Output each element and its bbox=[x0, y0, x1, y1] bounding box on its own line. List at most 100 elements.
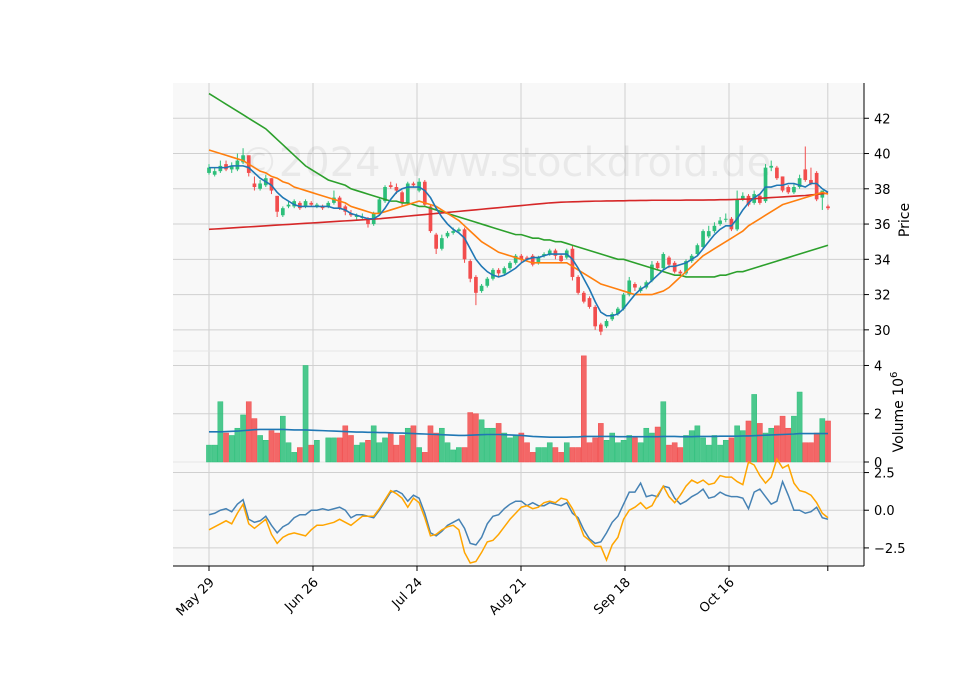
candle-body bbox=[468, 261, 473, 279]
volume-bar bbox=[694, 425, 701, 463]
candle-body bbox=[559, 255, 563, 262]
volume-bar bbox=[280, 415, 286, 463]
candle-body bbox=[235, 160, 240, 170]
volume-bar bbox=[359, 442, 366, 463]
volume-bar bbox=[626, 435, 633, 463]
candle-body bbox=[718, 220, 722, 225]
volume-bar bbox=[410, 425, 417, 463]
volume-bar bbox=[728, 437, 735, 463]
candle-body bbox=[576, 276, 580, 293]
volume-bar bbox=[336, 437, 343, 463]
candle-body bbox=[633, 284, 637, 288]
price-panel bbox=[207, 92, 830, 336]
osc-tick-label: 2.5 bbox=[874, 467, 895, 482]
ma-long-line bbox=[208, 92, 829, 278]
candle-body bbox=[485, 278, 490, 286]
candle-body bbox=[343, 206, 348, 212]
volume-bar bbox=[370, 425, 377, 463]
volume-bar bbox=[552, 447, 559, 463]
volume-bar bbox=[439, 427, 445, 463]
x-tick-label: Oct 16 bbox=[697, 575, 738, 616]
volume-bar bbox=[620, 440, 627, 463]
candle-body bbox=[809, 179, 813, 184]
volume-bar bbox=[819, 418, 826, 463]
volume-bar bbox=[444, 442, 451, 463]
volume-bar bbox=[325, 437, 332, 463]
candle-body bbox=[746, 195, 751, 205]
volume-bar bbox=[791, 415, 797, 463]
volume-bar bbox=[234, 427, 241, 463]
volume-bar bbox=[603, 440, 610, 463]
price-tick-label: 36 bbox=[874, 218, 891, 233]
volume-bar bbox=[586, 442, 593, 463]
volume-bar bbox=[376, 442, 383, 463]
candle-body bbox=[212, 171, 217, 175]
volume-bar bbox=[609, 432, 616, 463]
volume-bar bbox=[268, 430, 275, 463]
volume-bar bbox=[518, 432, 525, 463]
volume-bar bbox=[705, 444, 712, 463]
candle-body bbox=[337, 197, 342, 209]
candle-body bbox=[525, 257, 529, 260]
volume-bar bbox=[813, 432, 820, 463]
volume-bar bbox=[700, 437, 706, 463]
candle-body bbox=[792, 187, 796, 193]
volume-bar bbox=[643, 427, 650, 463]
volume-bar bbox=[535, 447, 542, 463]
candle-body bbox=[604, 321, 609, 327]
volume-bar bbox=[666, 444, 672, 463]
volume-bar bbox=[501, 432, 508, 463]
volume-ma-line bbox=[209, 428, 828, 438]
candle-body bbox=[309, 202, 314, 205]
volume-bar bbox=[228, 435, 235, 463]
volume-bar bbox=[768, 427, 775, 463]
candle-body bbox=[428, 206, 433, 232]
candle-body bbox=[814, 172, 819, 200]
candle-body bbox=[400, 192, 404, 203]
volume-bar bbox=[507, 437, 513, 463]
candle-body bbox=[587, 298, 592, 307]
candle-body bbox=[706, 231, 711, 237]
candle-body bbox=[451, 231, 456, 233]
volume-bar bbox=[211, 444, 218, 463]
volume-bar bbox=[546, 442, 553, 463]
candle-body bbox=[769, 165, 774, 168]
panel-backgrounds bbox=[173, 83, 864, 566]
volume-bar bbox=[757, 423, 763, 463]
candle-body bbox=[388, 185, 393, 188]
x-tick-label: Sep 18 bbox=[591, 575, 634, 618]
candle-body bbox=[547, 250, 552, 255]
candle-body bbox=[758, 195, 762, 203]
candle-body bbox=[252, 183, 257, 188]
volume-bar bbox=[569, 447, 576, 463]
volume-tick-label: 2 bbox=[874, 408, 882, 423]
candle-body bbox=[366, 218, 370, 225]
candle-body bbox=[667, 257, 671, 265]
volume-bar bbox=[717, 444, 723, 463]
price-tick-label: 34 bbox=[874, 253, 891, 268]
volume-bar bbox=[478, 419, 485, 463]
volume-bar bbox=[467, 412, 474, 463]
volume-bar bbox=[688, 430, 695, 463]
volume-bar bbox=[387, 432, 394, 463]
volume-bar bbox=[575, 447, 581, 463]
volume-bar bbox=[399, 435, 405, 463]
panel-background bbox=[173, 83, 864, 566]
volume-axis-exponent: 6 bbox=[889, 372, 900, 378]
volume-bar bbox=[285, 442, 292, 463]
volume-bar bbox=[450, 449, 456, 463]
candle-body bbox=[598, 324, 603, 332]
candle-body bbox=[224, 164, 228, 170]
volume-bar bbox=[649, 432, 655, 463]
volume-bar bbox=[745, 420, 752, 463]
volume-bar bbox=[365, 440, 371, 463]
candle-body bbox=[826, 206, 830, 209]
ma-short-line bbox=[209, 165, 829, 317]
candle-body bbox=[553, 250, 558, 256]
volume-bar bbox=[722, 440, 729, 463]
grid-lines bbox=[173, 83, 864, 566]
volume-bar bbox=[711, 435, 718, 463]
volume-bar bbox=[262, 440, 269, 463]
candle-body bbox=[775, 167, 779, 179]
